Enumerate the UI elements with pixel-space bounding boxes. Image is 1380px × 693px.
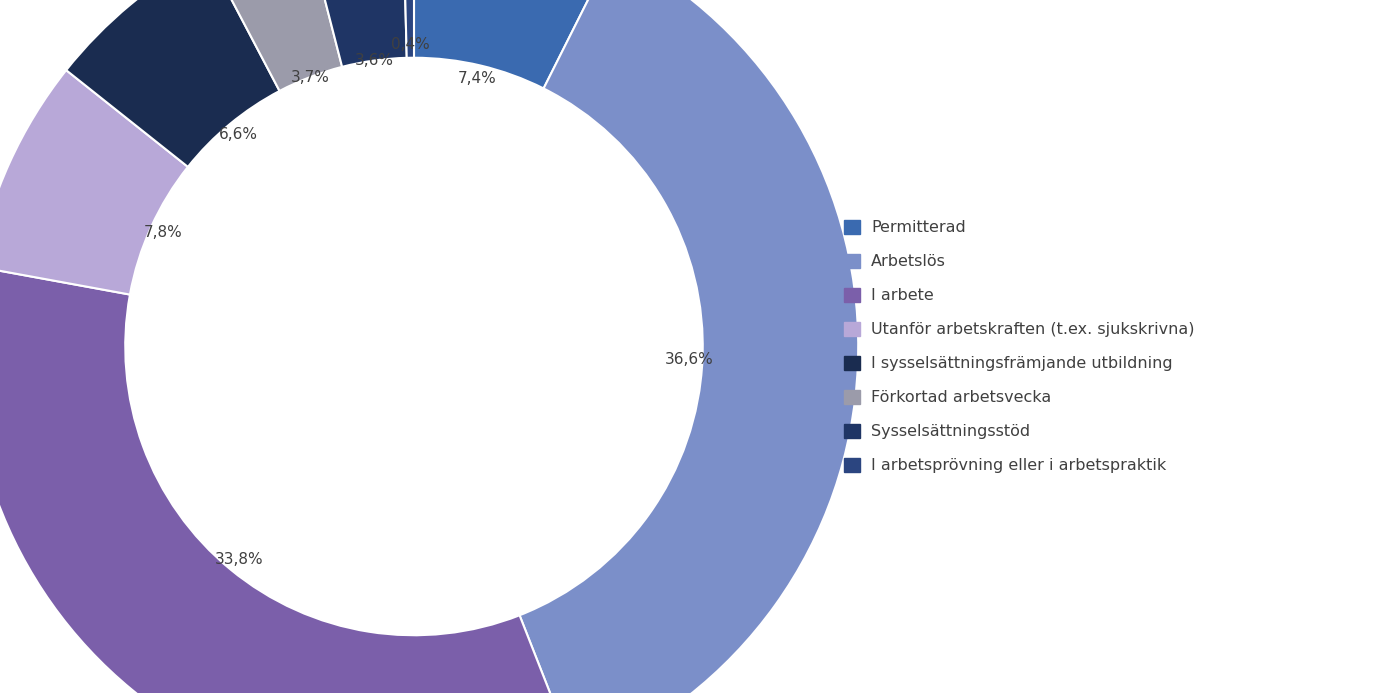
- Wedge shape: [207, 0, 342, 91]
- Legend: Permitterad, Arbetslös, I arbete, Utanför arbetskraften (t.ex. sjukskrivna), I s: Permitterad, Arbetslös, I arbete, Utanfö…: [838, 213, 1201, 480]
- Wedge shape: [414, 0, 613, 89]
- Wedge shape: [0, 267, 577, 693]
- Wedge shape: [0, 70, 188, 295]
- Text: 3,6%: 3,6%: [355, 53, 393, 68]
- Text: 3,7%: 3,7%: [291, 69, 330, 85]
- Text: 0,4%: 0,4%: [391, 37, 429, 52]
- Text: 7,8%: 7,8%: [144, 225, 182, 240]
- Text: 33,8%: 33,8%: [215, 552, 264, 567]
- Text: 7,4%: 7,4%: [458, 71, 497, 86]
- Wedge shape: [519, 0, 858, 693]
- Text: 36,6%: 36,6%: [665, 351, 713, 367]
- Text: 6,6%: 6,6%: [219, 127, 258, 142]
- Wedge shape: [403, 0, 414, 58]
- Wedge shape: [304, 0, 407, 67]
- Wedge shape: [66, 0, 280, 167]
